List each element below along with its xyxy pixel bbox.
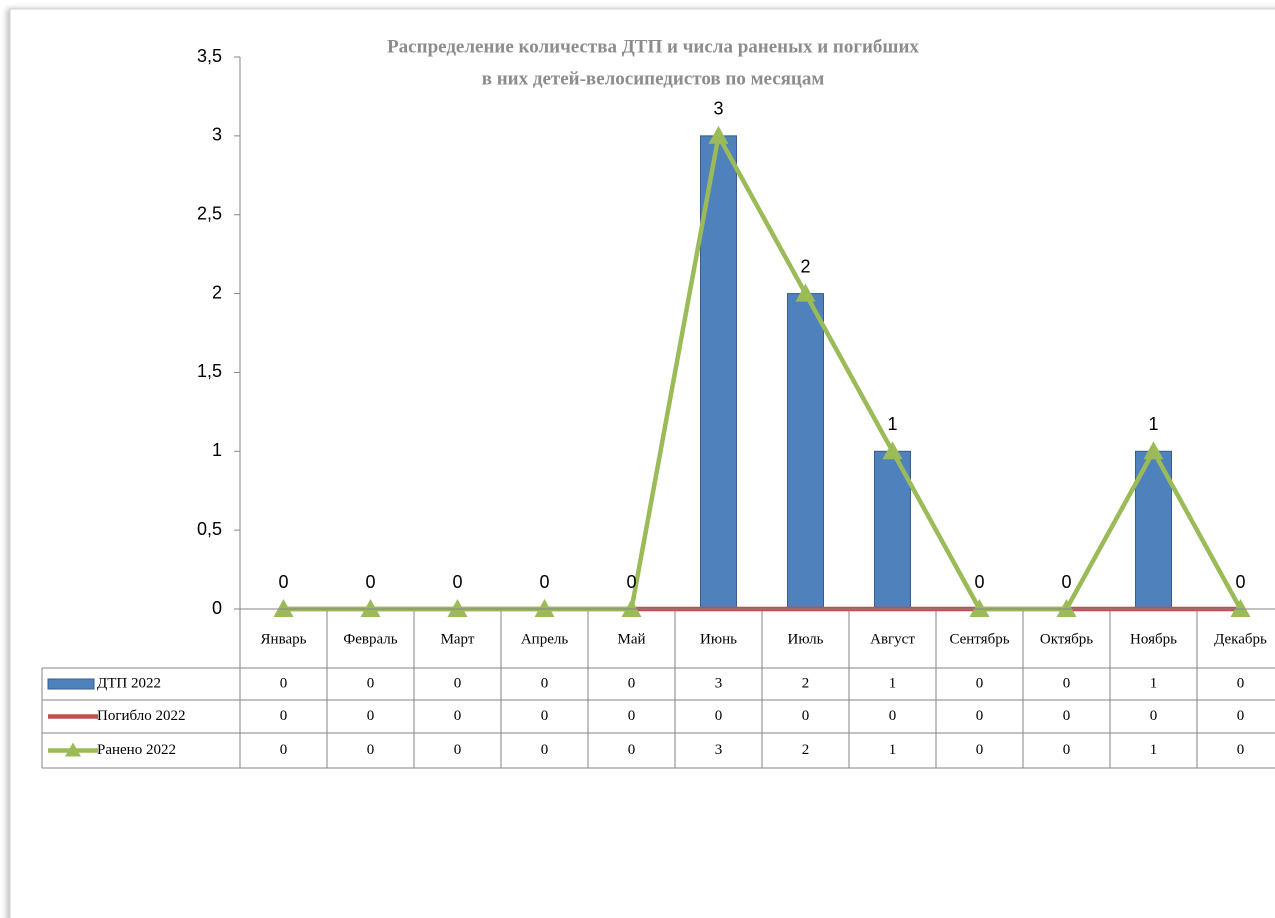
table-cell: 0 (367, 675, 375, 691)
chart-title: Распределение количества ДТП и числа ран… (387, 36, 919, 57)
marker (882, 441, 903, 460)
marker (708, 125, 729, 144)
table-cell: 0 (280, 742, 288, 758)
data-label: 3 (713, 99, 723, 119)
x-tick-label: Февраль (343, 631, 397, 647)
data-label: 0 (974, 572, 984, 592)
chart-title: в них детей-велосипедистов по месяцам (482, 68, 825, 89)
data-label: 0 (1061, 572, 1071, 592)
table-cell: 0 (628, 742, 636, 758)
table-cell: 0 (889, 708, 897, 724)
table-cell: 0 (280, 708, 288, 724)
table-cell: 0 (1063, 742, 1071, 758)
table-cell: 0 (628, 675, 636, 691)
legend-label: Погибло 2022 (97, 708, 186, 724)
table-cell: 3 (715, 675, 723, 691)
y-tick-label: 0 (212, 598, 222, 618)
x-tick-label: Сентябрь (949, 631, 1009, 647)
table-cell: 0 (280, 675, 288, 691)
legend-label: Ранено 2022 (97, 742, 176, 758)
marker (1056, 599, 1077, 617)
marker (795, 283, 816, 302)
data-label: 0 (1235, 572, 1245, 592)
marker (1230, 599, 1251, 617)
x-tick-label: Март (441, 631, 475, 647)
table-cell: 0 (628, 708, 636, 724)
data-label: 0 (365, 572, 375, 592)
table-cell: 0 (1150, 708, 1158, 724)
y-tick-label: 2 (212, 282, 222, 302)
legend-label: ДТП 2022 (97, 675, 161, 691)
table-cell: 0 (715, 708, 723, 724)
table-cell: 0 (1237, 708, 1245, 724)
data-label: 0 (539, 572, 549, 592)
data-label: 1 (887, 414, 897, 434)
table-cell: 0 (976, 742, 984, 758)
table-cell: 0 (1063, 708, 1071, 724)
table-cell: 0 (454, 708, 462, 724)
x-tick-label: Июль (788, 631, 824, 647)
marker (273, 599, 294, 617)
table-cell: 0 (802, 708, 810, 724)
table-cell: 0 (541, 742, 549, 758)
bar (787, 293, 824, 610)
marker (447, 599, 468, 617)
legend-swatch (47, 678, 95, 690)
y-tick-label: 2,5 (197, 203, 222, 223)
table-cell: 1 (889, 742, 897, 758)
table-cell: 0 (1237, 742, 1245, 758)
table-cell: 0 (367, 742, 375, 758)
legend-marker (65, 742, 81, 757)
table-cell: 1 (1150, 675, 1158, 691)
table-cell: 1 (1150, 742, 1158, 758)
table-cell: 0 (454, 742, 462, 758)
table-cell: 3 (715, 742, 723, 758)
marker (534, 599, 555, 617)
data-label: 2 (800, 256, 810, 276)
y-tick-label: 1 (212, 440, 222, 460)
table-cell: 0 (367, 708, 375, 724)
x-tick-label: Август (870, 631, 915, 647)
y-tick-label: 3 (212, 125, 222, 145)
table-cell: 1 (889, 675, 897, 691)
x-tick-label: Октябрь (1040, 631, 1093, 647)
marker (621, 599, 642, 617)
table-cell: 0 (1237, 675, 1245, 691)
x-tick-label: Январь (261, 631, 307, 647)
y-tick-label: 3,5 (197, 46, 222, 66)
data-label: 0 (452, 572, 462, 592)
x-tick-label: Май (617, 631, 645, 647)
x-tick-label: Июнь (700, 631, 737, 647)
data-label: 0 (278, 572, 288, 592)
table-cell: 0 (541, 708, 549, 724)
marker (360, 599, 381, 617)
marker (969, 599, 990, 617)
x-tick-label: Ноябрь (1130, 631, 1177, 647)
table-cell: 0 (1063, 675, 1071, 691)
table-cell: 0 (541, 675, 549, 691)
y-tick-label: 0,5 (197, 519, 222, 539)
marker (1143, 441, 1164, 460)
table-cell: 2 (802, 742, 810, 758)
data-label: 1 (1148, 414, 1158, 434)
table-cell: 2 (802, 675, 810, 691)
chart-frame (9, 8, 1275, 918)
y-tick-label: 1,5 (197, 361, 222, 381)
x-tick-label: Апрель (521, 631, 569, 647)
data-label: 0 (626, 572, 636, 592)
table-cell: 0 (976, 675, 984, 691)
table-cell: 0 (454, 675, 462, 691)
table-cell: 0 (976, 708, 984, 724)
x-tick-label: Декабрь (1214, 631, 1267, 647)
